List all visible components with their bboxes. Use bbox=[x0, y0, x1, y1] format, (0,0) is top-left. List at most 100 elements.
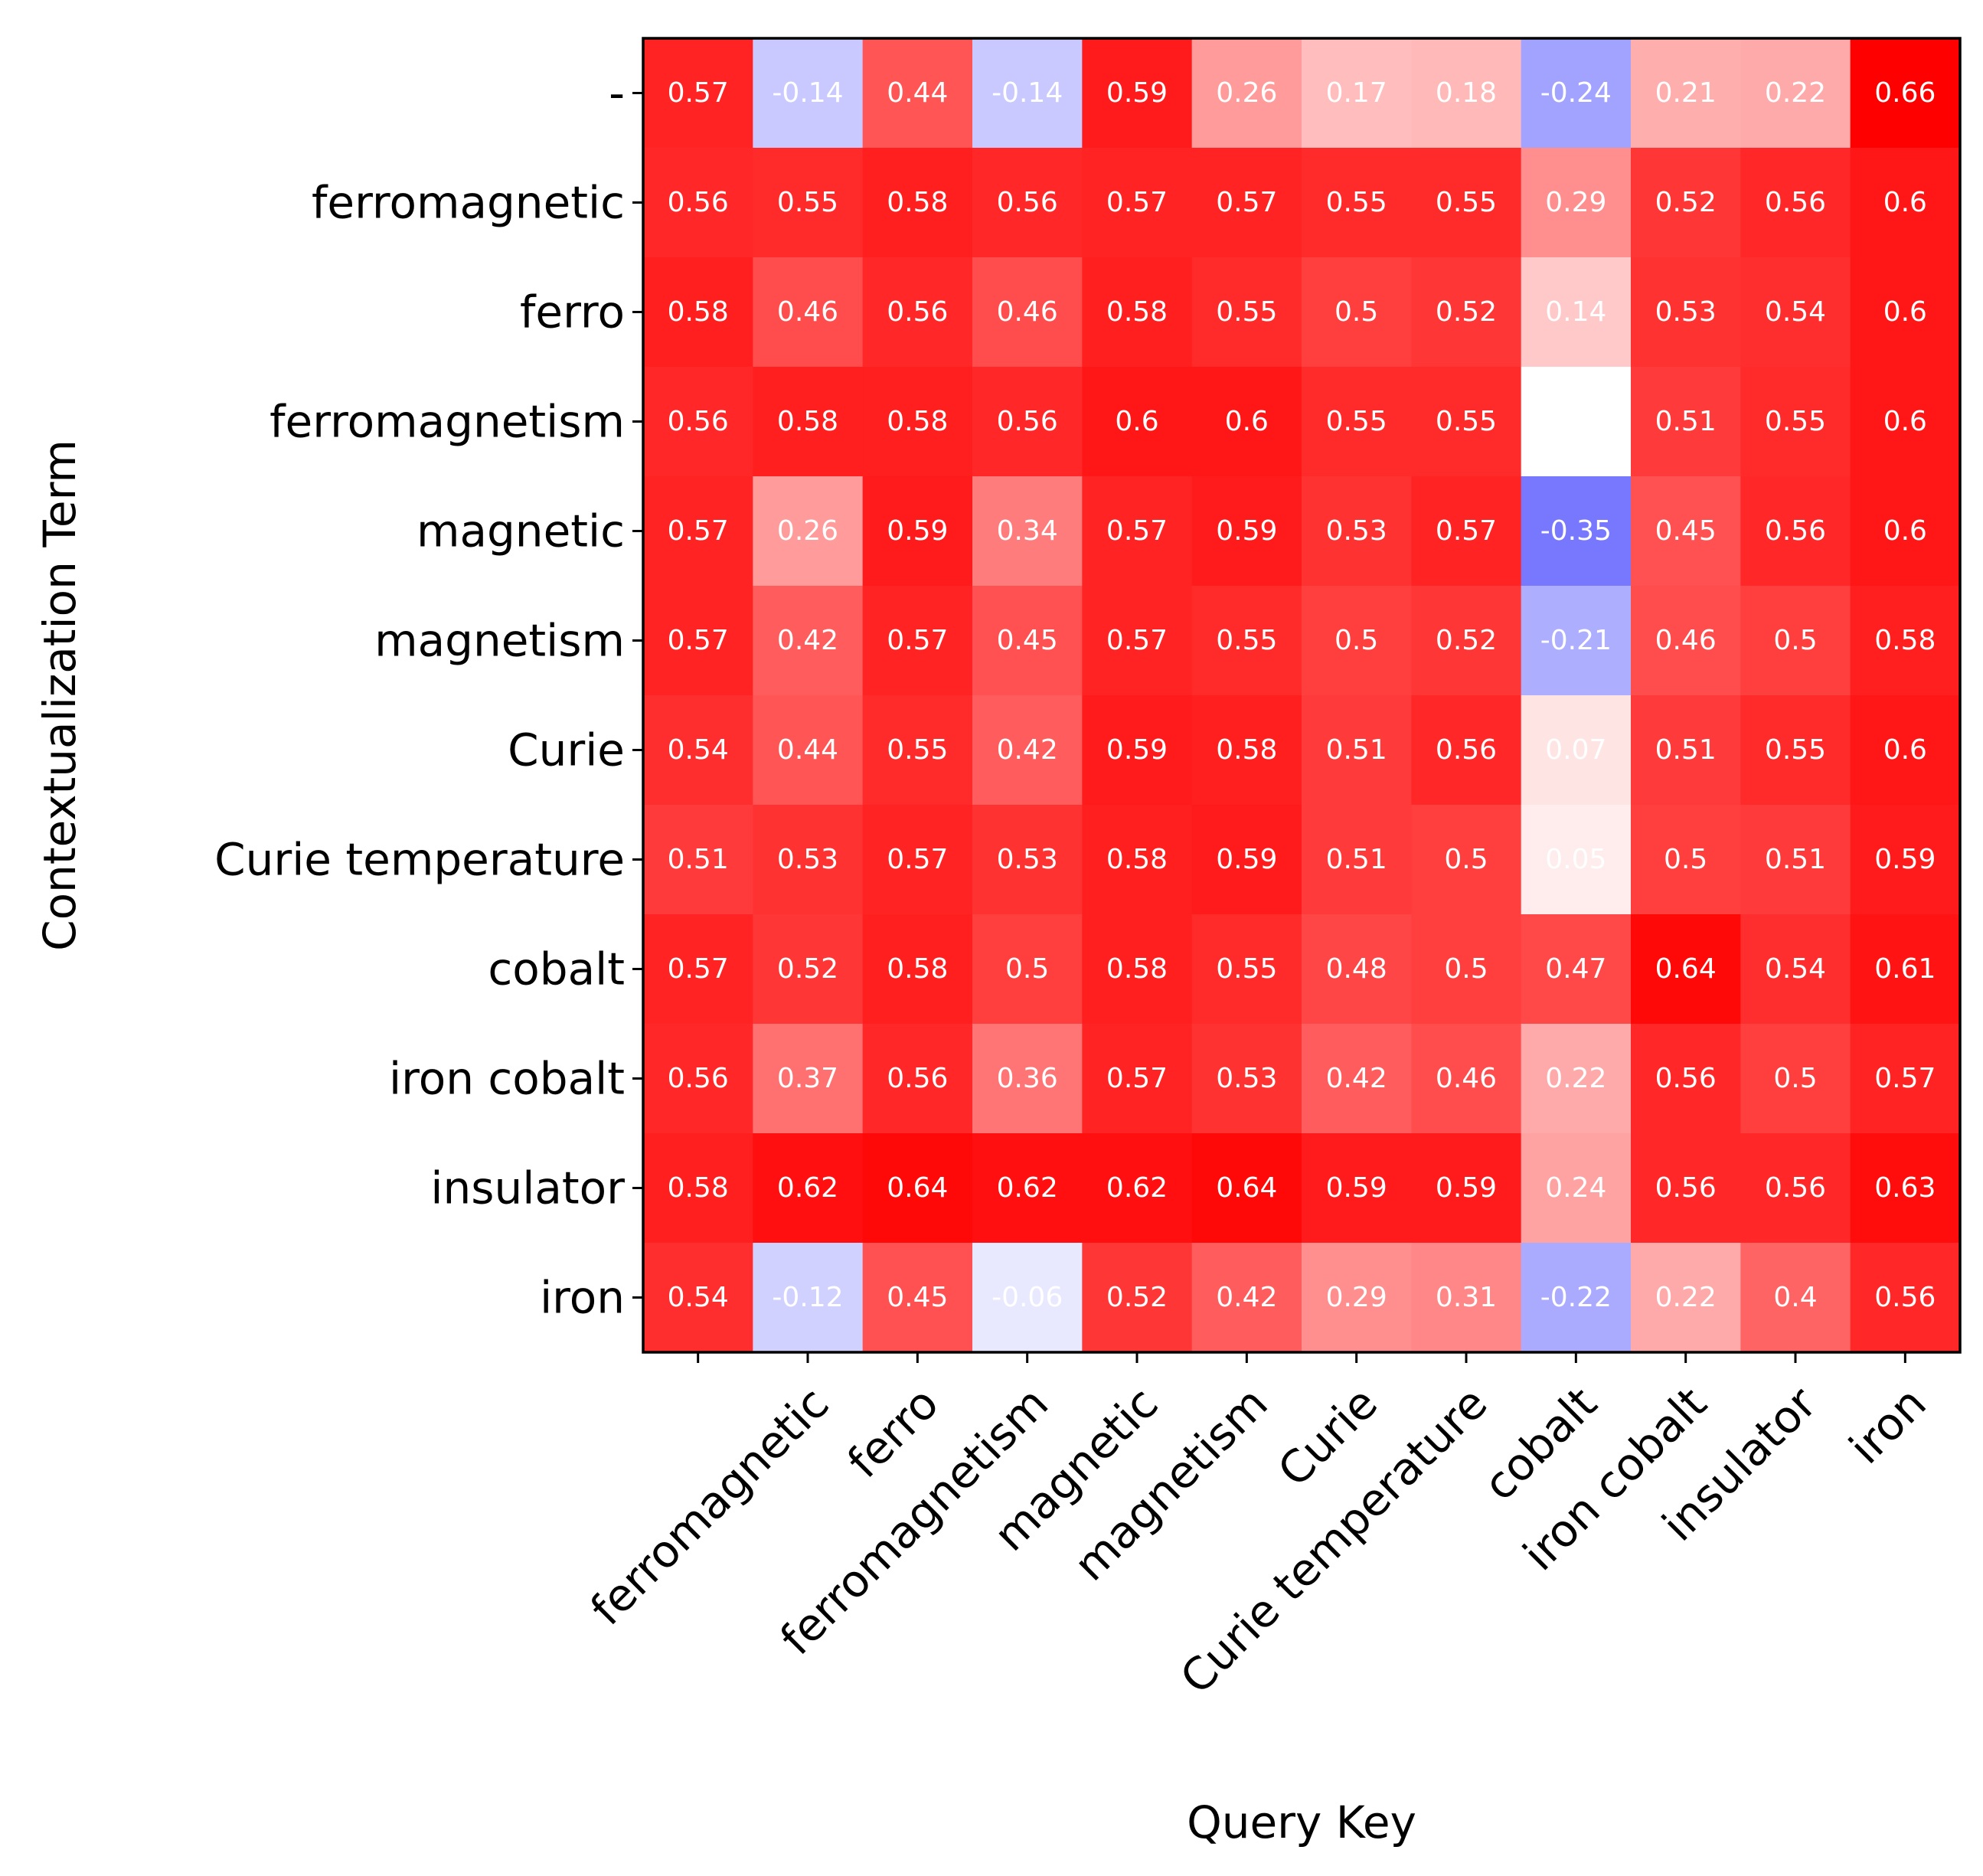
cell-value-label: 0.51 bbox=[1655, 406, 1717, 437]
heatmap-cell bbox=[1631, 1133, 1741, 1244]
heatmap-cell bbox=[862, 1133, 973, 1244]
heatmap-cell bbox=[1191, 1133, 1302, 1244]
cell-value-label: 0.57 bbox=[887, 844, 948, 875]
heatmap-cell bbox=[1411, 1133, 1522, 1244]
cell-value-label: 0.55 bbox=[887, 734, 948, 766]
heatmap-cell bbox=[643, 476, 753, 587]
cell-value-label: 0.44 bbox=[887, 77, 948, 109]
cell-value-label: 0.6 bbox=[1225, 406, 1269, 437]
heatmap-cell bbox=[1631, 367, 1741, 477]
heatmap-cell bbox=[1411, 1243, 1522, 1353]
heatmap-cell bbox=[1411, 367, 1522, 477]
heatmap-cell bbox=[1302, 257, 1412, 368]
heatmap-cell bbox=[1850, 914, 1961, 1025]
heatmap-cell bbox=[1082, 257, 1193, 368]
heatmap-cell bbox=[1521, 257, 1632, 368]
heatmap-cell bbox=[862, 257, 973, 368]
heatmap-cell bbox=[1631, 1243, 1741, 1353]
heatmap-cell bbox=[972, 257, 1083, 368]
heatmap-cell bbox=[1850, 148, 1961, 258]
cell-value-label: 0.57 bbox=[887, 625, 948, 656]
heatmap-cell bbox=[753, 1133, 864, 1244]
heatmap-cell bbox=[972, 695, 1083, 806]
heatmap-cell bbox=[1740, 1024, 1851, 1134]
heatmap-cell bbox=[1521, 367, 1632, 477]
cell-value-label: 0.6 bbox=[1883, 515, 1927, 547]
heatmap-cell bbox=[753, 695, 864, 806]
y-tick-label: Curie bbox=[508, 724, 625, 776]
cell-value-label: 0.17 bbox=[1326, 77, 1387, 109]
cell-value-label: 0.58 bbox=[1106, 844, 1168, 875]
cell-value-label: 0.56 bbox=[1765, 515, 1826, 547]
cell-value-label: 0.48 bbox=[1326, 953, 1387, 985]
heatmap-cell bbox=[1631, 914, 1741, 1025]
heatmap-cell bbox=[862, 148, 973, 258]
heatmap-cell bbox=[862, 805, 973, 915]
cell-value-label: 0.6 bbox=[1883, 406, 1927, 437]
heatmap-cell bbox=[1082, 1024, 1193, 1134]
x-axis-label: Query Key bbox=[1187, 1796, 1416, 1848]
cell-value-label: 0.56 bbox=[887, 296, 948, 328]
cell-value-label: 0.57 bbox=[1436, 515, 1497, 547]
heatmap-cell bbox=[1631, 1024, 1741, 1134]
y-tick-label: ferro bbox=[520, 286, 625, 338]
heatmap-cell bbox=[1740, 38, 1851, 149]
cell-value-label: 0.59 bbox=[1436, 1172, 1497, 1204]
heatmap-cell bbox=[1082, 148, 1193, 258]
cell-value-label: 0.47 bbox=[1545, 953, 1606, 985]
heatmap-cell bbox=[972, 1024, 1083, 1134]
heatmap-cell bbox=[643, 586, 753, 696]
heatmap-cell bbox=[972, 38, 1083, 149]
cell-value-label: 0.07 bbox=[1545, 734, 1606, 766]
heatmap-cell bbox=[972, 1243, 1083, 1353]
cell-value-label: 0.42 bbox=[997, 734, 1058, 766]
cell-value-label: 0.18 bbox=[1436, 77, 1497, 109]
cell-value-label: 0.45 bbox=[997, 625, 1058, 656]
heatmap-cell bbox=[1740, 695, 1851, 806]
cell-value-label: 0.57 bbox=[668, 77, 729, 109]
cell-value-label: 0.56 bbox=[1765, 1172, 1826, 1204]
heatmap-cell bbox=[1521, 1243, 1632, 1353]
heatmap-cell bbox=[1521, 1024, 1632, 1134]
cell-value-label: 0.42 bbox=[1326, 1063, 1387, 1094]
cell-value-label: 0.51 bbox=[1655, 734, 1717, 766]
heatmap-cell bbox=[643, 38, 753, 149]
cell-value-label: 0.57 bbox=[668, 515, 729, 547]
cell-value-label: 0.22 bbox=[1545, 1063, 1606, 1094]
heatmap-cell bbox=[1631, 695, 1741, 806]
cell-value-label: 0.61 bbox=[1874, 953, 1936, 985]
heatmap-cell bbox=[1850, 1133, 1961, 1244]
y-tick-label: magnetic bbox=[417, 505, 625, 557]
cell-value-label: 0.58 bbox=[1106, 296, 1168, 328]
heatmap-cell bbox=[1850, 1024, 1961, 1134]
heatmap-cell bbox=[1191, 257, 1302, 368]
heatmap-cell bbox=[972, 148, 1083, 258]
cell-value-label: -0.35 bbox=[1540, 515, 1612, 547]
cell-value-label: 0.52 bbox=[777, 953, 838, 985]
heatmap-cell bbox=[753, 1024, 864, 1134]
cell-value-label: 0.56 bbox=[1874, 1282, 1936, 1313]
heatmap-cell bbox=[1302, 367, 1412, 477]
heatmap-cell bbox=[1302, 586, 1412, 696]
cell-value-label: 0.46 bbox=[777, 296, 838, 328]
heatmap-cell bbox=[1191, 38, 1302, 149]
heatmap-cell bbox=[1411, 38, 1522, 149]
cell-value-label: 0.5 bbox=[1335, 625, 1378, 656]
cell-value-label: 0.55 bbox=[1765, 734, 1826, 766]
heatmap-cell bbox=[1191, 805, 1302, 915]
cell-value-label: 0.58 bbox=[1106, 953, 1168, 985]
heatmap-cell bbox=[1521, 38, 1632, 149]
y-tick-label: - bbox=[609, 67, 625, 119]
heatmap-cell bbox=[972, 805, 1083, 915]
cell-value-label: 0.37 bbox=[777, 1063, 838, 1094]
cell-value-label: 0.22 bbox=[1655, 1282, 1717, 1313]
y-tick-label: ferromagnetic bbox=[312, 177, 625, 229]
heatmap-cell bbox=[1740, 1133, 1851, 1244]
heatmap-cell bbox=[1850, 38, 1961, 149]
cell-value-label: 0.58 bbox=[887, 406, 948, 437]
heatmap-cell bbox=[862, 586, 973, 696]
cell-value-labels: 0.57 -0.14 0.44 -0.14 0.59 0.26 0.17 0.18 -0.24 0… bbox=[668, 77, 1936, 1313]
heatmap-cell bbox=[643, 1243, 753, 1353]
heatmap-cell bbox=[1631, 257, 1741, 368]
